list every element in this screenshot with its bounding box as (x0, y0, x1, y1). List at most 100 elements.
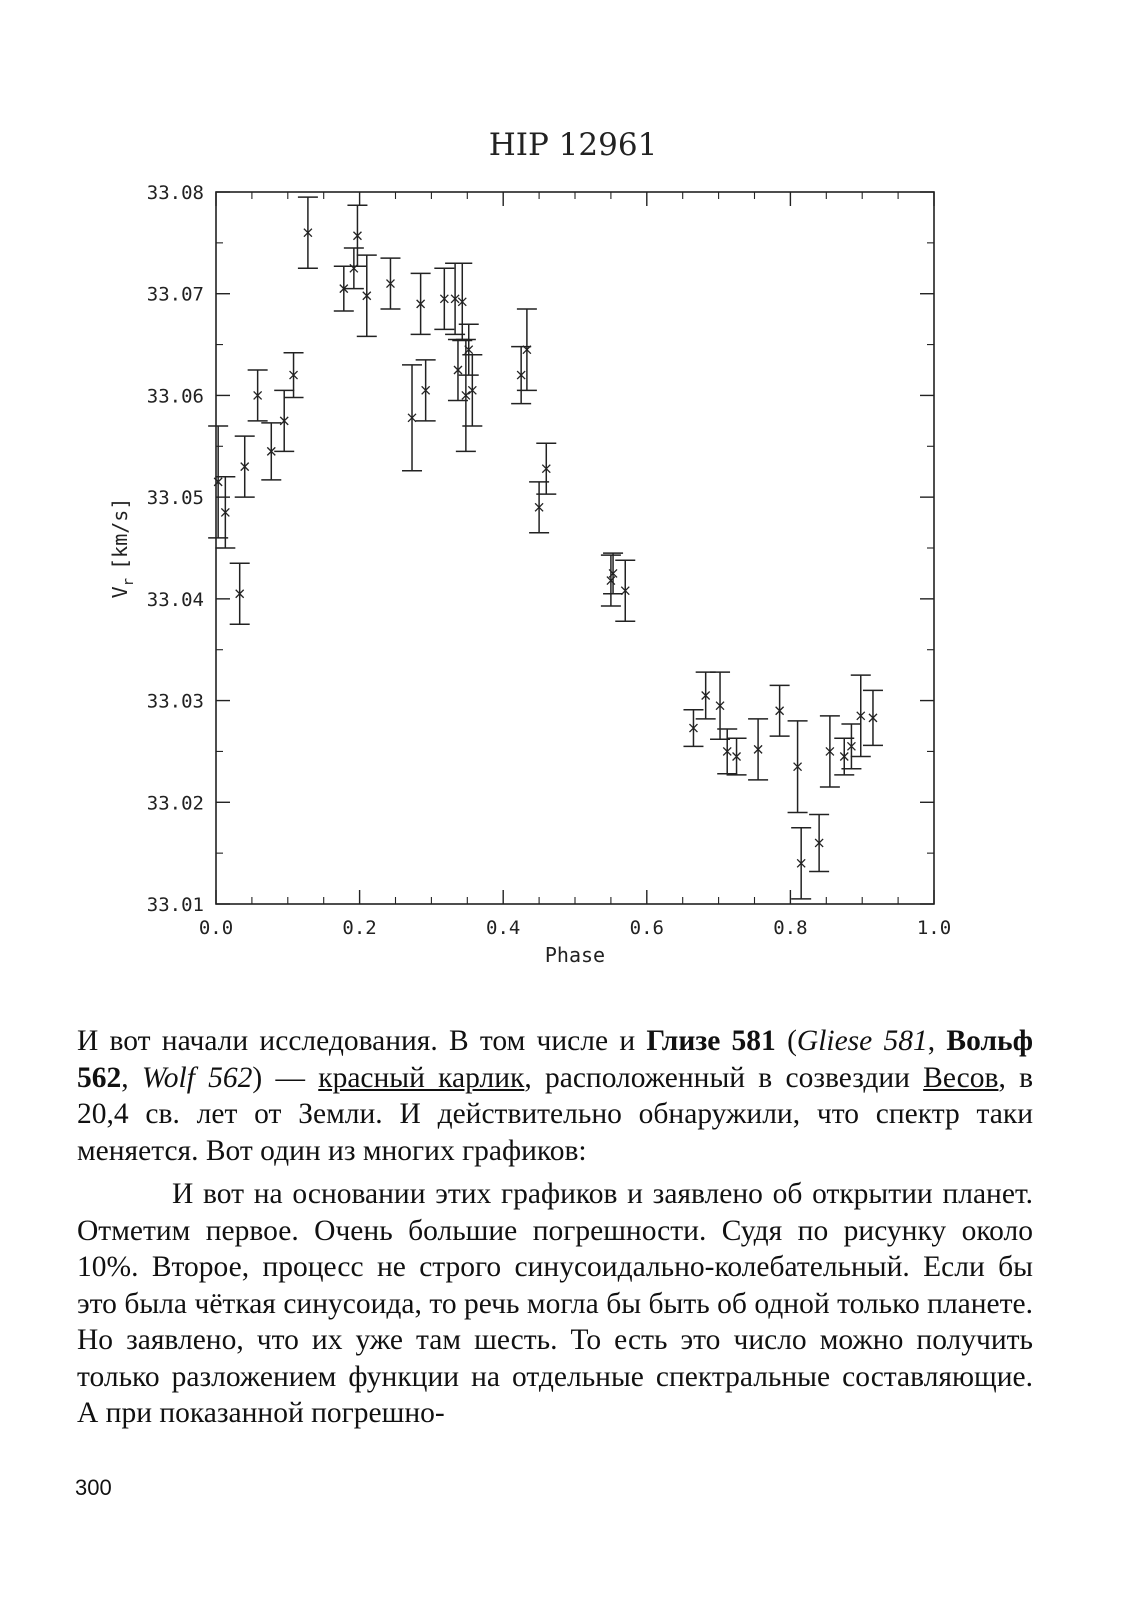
p1-part: И вот начали исследования. В том числе и (77, 1025, 647, 1057)
point-marker-stroke (407, 413, 417, 423)
data-point (455, 338, 476, 453)
data-point (862, 689, 883, 747)
data-point (769, 684, 790, 737)
point-marker-stroke (213, 477, 223, 487)
point-marker-stroke (220, 507, 230, 517)
data-point (615, 559, 636, 622)
data-point (841, 723, 862, 770)
point-marker-stroke (856, 711, 866, 721)
p1-part: ) — (252, 1061, 319, 1094)
data-point (247, 369, 268, 422)
x-axis-label: Phase (545, 943, 605, 967)
point-marker-stroke (362, 291, 372, 301)
data-marks-layer (208, 196, 883, 900)
point-marker-stroke (868, 713, 878, 723)
point-marker-stroke (464, 345, 474, 355)
data-point (717, 728, 738, 775)
y-tick-label: 33.07 (147, 284, 204, 306)
x-tick-label: 0.0 (199, 917, 233, 939)
data-point (695, 671, 716, 720)
data-point (347, 204, 368, 268)
data-point (819, 715, 840, 788)
point-marker-stroke (450, 294, 460, 304)
point-marker-stroke (775, 706, 785, 716)
data-point (529, 481, 550, 534)
x-tick-label: 0.8 (773, 917, 807, 939)
point-marker-stroke (541, 464, 551, 474)
gliese-name-latin: Gliese 581 (796, 1025, 928, 1057)
data-point (511, 345, 532, 405)
point-marker-stroke (732, 752, 742, 761)
p1-part: , (927, 1025, 947, 1057)
point-marker-stroke (534, 502, 544, 512)
data-point (748, 718, 769, 781)
data-point (380, 257, 401, 310)
p1-part: ( (775, 1025, 797, 1057)
p1-part: , (121, 1061, 142, 1094)
y-tick-label: 33.05 (147, 487, 204, 509)
point-marker-stroke (516, 370, 526, 380)
y-tick-label: 33.08 (147, 182, 204, 204)
point-marker-stroke (453, 365, 463, 375)
point-marker-stroke (839, 752, 849, 761)
axes-layer: 0.0 0.2 0.4 0.6 0.8 1.0 33.01 33.02 33.03 33.04 33… (147, 182, 951, 939)
y-tick-label: 33.02 (147, 792, 204, 814)
data-point (234, 435, 255, 498)
data-point (536, 442, 557, 495)
data-point (343, 247, 364, 290)
point-marker-stroke (421, 385, 431, 395)
plot-frame (215, 191, 935, 905)
data-point (410, 272, 431, 336)
point-marker-stroke (240, 462, 250, 472)
point-marker-stroke (253, 390, 263, 400)
data-point (434, 267, 455, 331)
y-axis-label: Vr [km/s] (108, 498, 137, 599)
point-marker-stroke (352, 231, 362, 241)
data-point (229, 562, 250, 626)
point-marker-stroke (439, 294, 449, 304)
y-tick-label: 33.06 (147, 385, 204, 407)
point-marker-stroke (722, 746, 732, 756)
y-tick-label: 33.01 (147, 894, 204, 916)
svg-text:Vr[km/s]: Vr [km/s] (108, 498, 137, 599)
p1-part: , в 20,4 св. лет от Земли. И действитель… (77, 1061, 1033, 1167)
point-marker-stroke (620, 586, 630, 596)
p1-part: , расположенный в созвездии (524, 1061, 924, 1094)
red-dwarf-link[interactable]: красный карлик (318, 1061, 525, 1094)
point-marker-stroke (339, 284, 349, 294)
data-point (402, 364, 423, 472)
data-point (462, 353, 483, 427)
point-marker-stroke (793, 762, 803, 772)
point-marker-stroke (701, 691, 711, 700)
data-point (458, 323, 479, 376)
data-point (356, 254, 377, 338)
data-point (850, 674, 871, 758)
libra-link[interactable]: Весов (923, 1061, 999, 1094)
gliese-name-bold: Глизе 581 (646, 1025, 776, 1057)
data-point (452, 262, 473, 342)
point-marker-stroke (266, 446, 276, 456)
point-marker-stroke (825, 746, 835, 756)
point-marker-stroke (235, 589, 245, 599)
point-marker-stroke (689, 723, 698, 733)
data-point (787, 720, 808, 814)
point-marker-stroke (753, 744, 763, 754)
point-marker-stroke (715, 701, 725, 711)
y-axis-label-main: V (108, 586, 132, 598)
point-marker-stroke (461, 390, 471, 400)
x-tick-label: 0.6 (630, 917, 664, 939)
x-tick-label: 1.0 (917, 917, 951, 939)
point-marker-stroke (279, 416, 289, 426)
data-point (600, 554, 621, 607)
paragraph-1: И вот начали исследования. В том числе и… (77, 1023, 1033, 1169)
body-text: И вот начали исследования. В том числе и… (77, 1023, 1033, 1432)
y-tick-label: 33.04 (147, 589, 204, 611)
x-tick-label: 0.2 (342, 917, 376, 939)
point-marker-stroke (467, 385, 477, 395)
data-point (516, 308, 537, 392)
x-tick-label: 0.4 (486, 917, 520, 939)
data-point (791, 826, 812, 900)
wolf-name-bold: Вольф 562 (77, 1025, 1034, 1094)
point-marker-stroke (796, 858, 806, 868)
point-marker-stroke (416, 299, 426, 309)
